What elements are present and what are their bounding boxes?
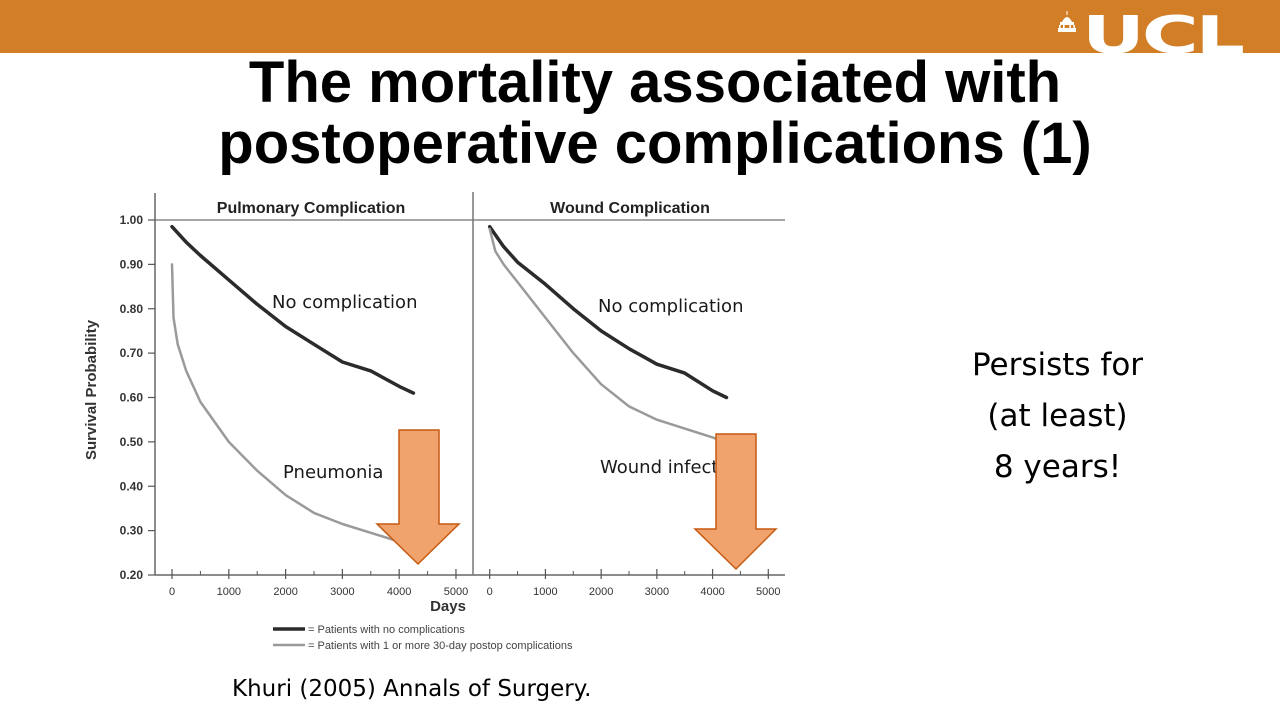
x-tick-label: 2000 — [273, 586, 297, 598]
x-tick-label: 4000 — [387, 586, 411, 598]
line-wound-infection — [488, 227, 731, 446]
y-tick-label: 0.50 — [120, 435, 144, 449]
citation: Khuri (2005) Annals of Surgery. — [232, 676, 592, 702]
side-note: Persists for (at least) 8 years! — [930, 340, 1185, 493]
label-no-complication-wound: No complication — [598, 296, 743, 317]
ucl-logo: UCL — [1058, 8, 1244, 54]
x-tick-label: 4000 — [700, 586, 724, 598]
chart-root: 0.20 0.30 0.40 0.50 0.60 0.70 0.80 0.90 1.00 Surv… — [83, 192, 785, 652]
x-tick-label: 0 — [169, 586, 175, 598]
line-no-complication-pulmonary — [170, 224, 416, 395]
x-tick-label: 1000 — [217, 586, 241, 598]
slide-title-line-2: postoperative complications (1) — [218, 111, 1092, 176]
y-tick-label: 0.40 — [120, 479, 144, 493]
y-tick-label: 0.30 — [120, 524, 144, 538]
label-no-complication-pulmonary: No complication — [272, 292, 417, 313]
side-note-line-1: Persists for — [971, 347, 1144, 383]
down-arrow-shape — [693, 433, 778, 571]
slide-title: The mortality associated with postoperat… — [150, 52, 1160, 174]
line-no-complication-wound — [487, 224, 729, 400]
down-arrow-icon-wound — [693, 433, 778, 571]
x-tick-label: 5000 — [756, 586, 780, 598]
down-arrow-shape — [375, 429, 461, 566]
legend-text-no-complications: = Patients with no complications — [308, 624, 465, 636]
y-axis-title: Survival Probability — [83, 319, 100, 460]
x-tick-label: 1000 — [533, 586, 557, 598]
label-wound-infection: Wound infection — [600, 457, 746, 478]
y-tick-label: 0.90 — [120, 257, 144, 271]
panel-title-pulmonary: Pulmonary Complication — [217, 200, 405, 217]
y-tick-label: 0.80 — [120, 302, 144, 316]
x-tick-label: 2000 — [589, 586, 613, 598]
brand-header-bar — [0, 0, 1280, 53]
y-tick-label: 0.20 — [120, 568, 144, 582]
line-pneumonia — [170, 263, 418, 550]
x-tick-label: 3000 — [645, 586, 669, 598]
y-tick-label: 0.60 — [120, 391, 144, 405]
slide-title-line-1: The mortality associated with — [248, 50, 1062, 115]
side-note-line-2: (at least) — [987, 398, 1128, 434]
panel-title-wound: Wound Complication — [550, 200, 710, 217]
y-tick-label: 1.00 — [120, 213, 144, 227]
ucl-logo-text: UCL — [1082, 8, 1243, 54]
x-tick-label: 3000 — [330, 586, 354, 598]
x-tick-label: 5000 — [444, 586, 468, 598]
down-arrow-icon-pulmonary — [375, 429, 461, 566]
label-pneumonia: Pneumonia — [283, 462, 383, 483]
x-tick-label: 0 — [487, 586, 493, 598]
side-note-line-3: 8 years! — [993, 449, 1122, 485]
x-axis-title: Days — [430, 598, 466, 615]
y-tick-label: 0.70 — [120, 346, 144, 360]
ucl-portico-icon — [1058, 11, 1076, 32]
legend-text-complications: = Patients with 1 or more 30-day postop … — [308, 640, 573, 652]
